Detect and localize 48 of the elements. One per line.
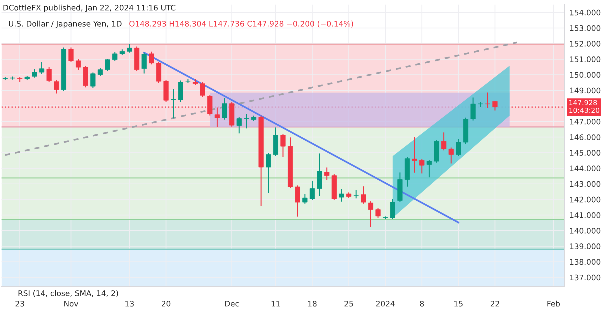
candlestick xyxy=(390,199,396,220)
candlestick xyxy=(18,77,23,82)
candlestick xyxy=(412,137,418,173)
candlestick xyxy=(470,98,476,121)
candlestick xyxy=(273,128,278,156)
candlestick xyxy=(339,189,344,202)
candlestick xyxy=(46,68,52,82)
candlestick xyxy=(266,153,272,194)
candlestick xyxy=(236,117,242,134)
candlestick xyxy=(463,118,469,144)
candlestick xyxy=(354,190,359,199)
candlestick xyxy=(478,102,484,108)
candlestick xyxy=(10,76,16,80)
candlestick xyxy=(485,92,490,108)
candlestick xyxy=(317,154,322,196)
candlestick xyxy=(420,159,425,174)
candlestick xyxy=(310,180,316,200)
candlestick xyxy=(398,172,403,202)
candlestick xyxy=(186,79,191,84)
candlestick xyxy=(368,202,374,227)
candlestick xyxy=(448,148,454,164)
candlestick xyxy=(383,216,388,220)
candlestick xyxy=(90,72,96,88)
candlestick xyxy=(200,82,206,98)
candlestick xyxy=(214,108,220,128)
candlestick xyxy=(434,140,440,163)
candlestick xyxy=(76,59,82,70)
candlestick xyxy=(456,139,462,156)
candlestick xyxy=(156,62,162,84)
candlestick xyxy=(164,80,169,102)
candlestick xyxy=(68,48,74,62)
candlestick xyxy=(39,62,45,74)
candlestick xyxy=(280,134,286,158)
candlestick xyxy=(134,46,140,72)
candlestick xyxy=(149,52,154,65)
candlestick xyxy=(105,58,110,72)
candlestick xyxy=(142,52,147,74)
candlestick xyxy=(2,77,8,80)
candlestick xyxy=(361,186,366,204)
candlestick xyxy=(426,160,432,178)
candlestick xyxy=(54,80,60,94)
candlestick xyxy=(230,102,235,127)
candlestick xyxy=(244,114,250,129)
candlestick xyxy=(295,186,300,217)
candlestick xyxy=(83,66,88,88)
candlestick xyxy=(404,157,410,187)
candlestick xyxy=(442,132,447,151)
candlestick xyxy=(222,98,228,120)
